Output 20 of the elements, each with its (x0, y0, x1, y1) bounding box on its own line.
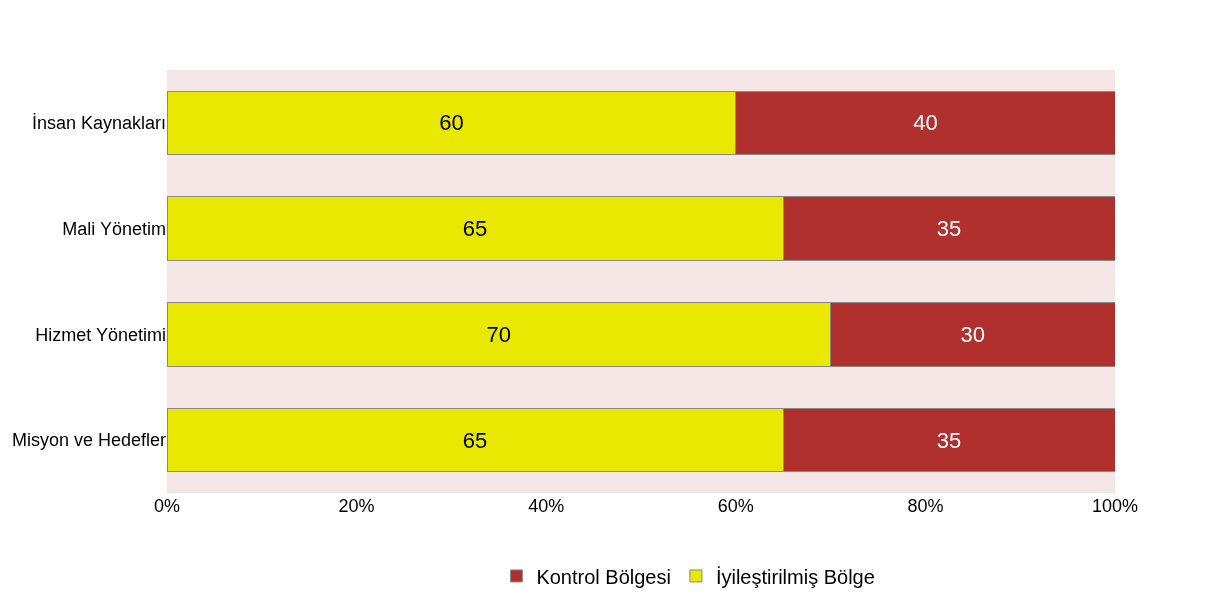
legend-label: Kontrol Bölgesi (536, 565, 671, 588)
y-tick-label: Hizmet Yönetimi (35, 324, 166, 345)
data-label: 65 (462, 427, 488, 453)
x-tick-label: 40% (528, 496, 565, 516)
data-label: 35 (936, 216, 962, 242)
x-tick-label: 60% (717, 496, 754, 516)
x-tick-label: 80% (907, 496, 944, 516)
data-label: 40 (913, 110, 938, 136)
data-label: 35 (936, 427, 962, 453)
x-tick-label: 20% (338, 496, 375, 516)
legend-label: İyileştirilmiş Bölge (715, 565, 875, 588)
y-tick-label: İnsan Kaynakları (31, 113, 166, 134)
y-tick-label: Misyon ve Hedefler (11, 430, 166, 451)
data-label: 60 (439, 110, 464, 136)
x-tick-label: 100% (1091, 496, 1139, 516)
data-label: 65 (462, 216, 488, 242)
data-label: 70 (486, 321, 512, 347)
data-label: 30 (960, 321, 986, 347)
x-tick-label: 0% (153, 496, 181, 516)
y-tick-label: Mali Yönetim (62, 218, 166, 239)
